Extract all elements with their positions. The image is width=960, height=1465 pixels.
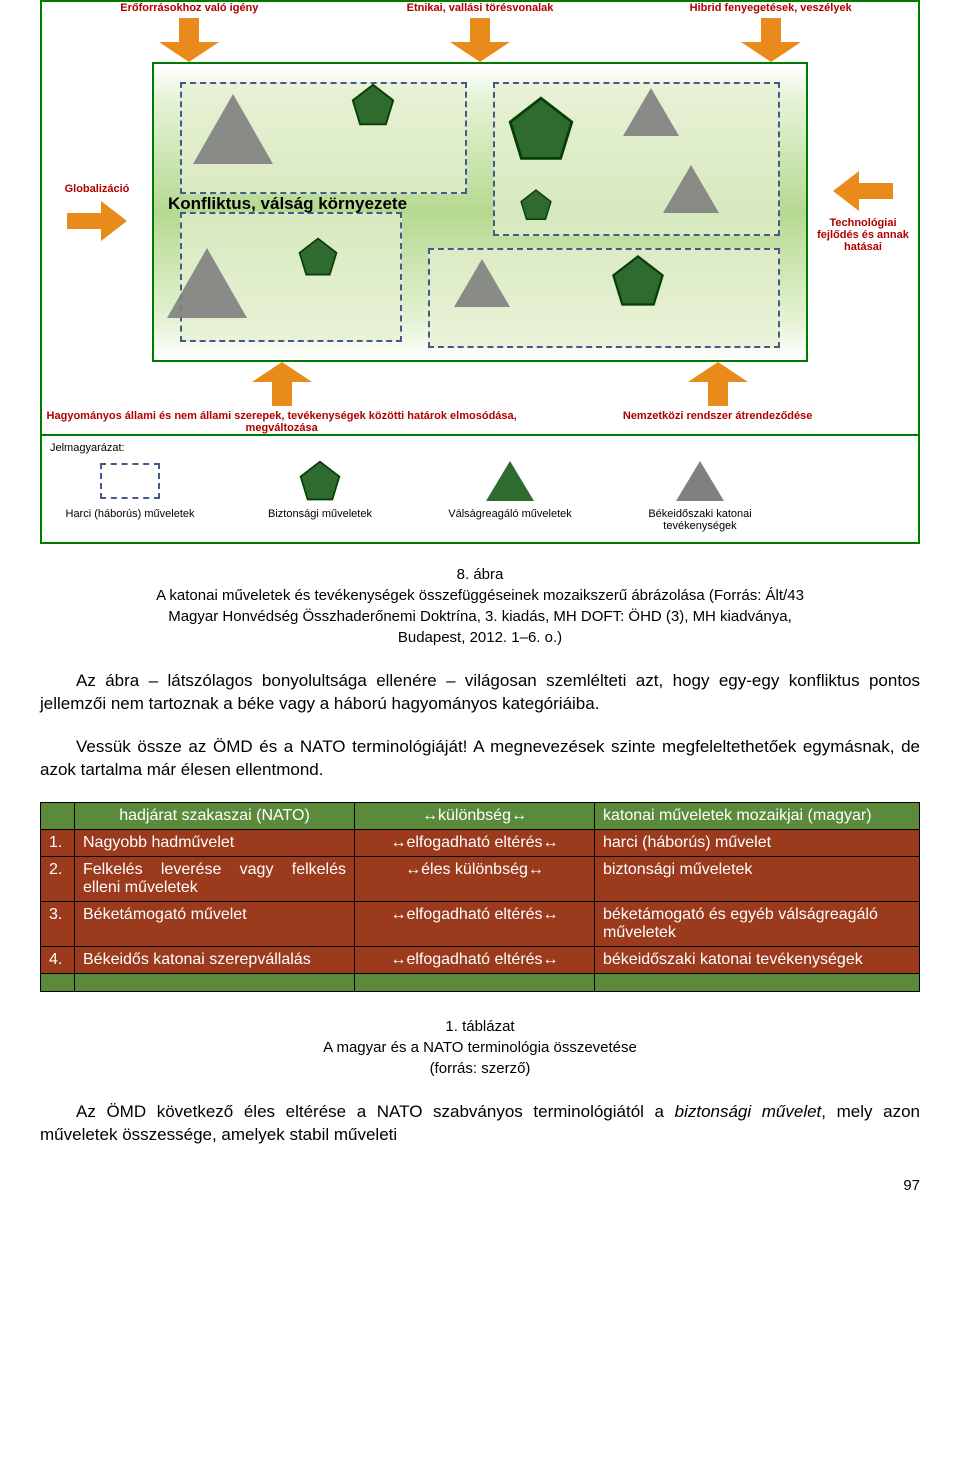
- table-caption-1: 1. táblázat A magyar és a NATO terminoló…: [40, 1016, 920, 1079]
- table-cell: béketámogató és egyéb válságreagáló műve…: [595, 901, 920, 946]
- table-cell: Nagyobb hadművelet: [75, 829, 355, 856]
- body-paragraph-1: Az ábra – látszólagos bonyolultsága elle…: [40, 670, 920, 716]
- terminology-table: hadjárat szakaszai (NATO) ↔különbség↔ ka…: [40, 802, 920, 992]
- triangle-shape: [663, 165, 719, 213]
- caption-line: 1. táblázat: [40, 1016, 920, 1037]
- right-arrow-icon: [67, 201, 127, 241]
- diagram-legend: Jelmagyarázat: Harci (háborús) műveletek…: [42, 434, 918, 542]
- top-arrow-3: Hibrid fenyegetések, veszélyek: [627, 2, 914, 62]
- table-cell: békeidőszaki katonai tevékenységek: [595, 946, 920, 973]
- legend-item-peacetime: Békeidőszaki katonai tevékenységek: [620, 458, 780, 532]
- pentagon-shape: [610, 253, 666, 313]
- para1-text: Az ábra – látszólagos bonyolultsága elle…: [40, 671, 920, 713]
- table-cell: 1.: [41, 829, 75, 856]
- legend-label: Békeidőszaki katonai tevékenységek: [620, 508, 780, 532]
- table-footer-cell: [355, 973, 595, 991]
- caption-line: 8. ábra: [40, 564, 920, 585]
- bottom-arrow-1: Hagyományos állami és nem állami szerepe…: [46, 362, 517, 434]
- legend-label: Harci (háborús) műveletek: [66, 508, 195, 520]
- table-cell: ↔elfogadható eltérés↔: [355, 829, 595, 856]
- legend-item-combat: Harci (háborús) műveletek: [50, 458, 210, 520]
- legend-item-security: Biztonsági műveletek: [240, 458, 400, 520]
- up-arrow-icon: [688, 362, 748, 406]
- table-header-cell: hadjárat szakaszai (NATO): [75, 802, 355, 829]
- table-header-cell: katonai műveletek mozaikjai (magyar): [595, 802, 920, 829]
- top-arrow-1-label: Erőforrásokhoz való igény: [120, 2, 258, 14]
- caption-line: Budapest, 2012. 1–6. o.): [40, 627, 920, 648]
- diagram-bottom-arrows: Hagyományos állami és nem állami szerepe…: [42, 362, 918, 434]
- caption-line: Magyar Honvédség Összhaderőnemi Doktrína…: [40, 606, 920, 627]
- right-label-text: Technológiai fejlődés és annak hatásai: [808, 217, 918, 253]
- left-arrow-icon: [833, 171, 893, 211]
- figure-caption-8: 8. ábra A katonai műveletek és tevékenys…: [40, 564, 920, 648]
- caption-line: A katonai műveletek és tevékenységek öss…: [40, 585, 920, 606]
- body-paragraph-3: Az ÖMD következő éles eltérése a NATO sz…: [40, 1101, 920, 1147]
- down-arrow-icon: [450, 18, 510, 62]
- table-footer-row: [41, 973, 920, 991]
- pentagon-shape: [350, 82, 396, 132]
- down-arrow-icon: [741, 18, 801, 62]
- table-cell: 2.: [41, 856, 75, 901]
- table-cell: harci (háborús) művelet: [595, 829, 920, 856]
- body-paragraph-2: Vessük össze az ÖMD és a NATO terminológ…: [40, 736, 920, 782]
- triangle-shape: [193, 94, 273, 164]
- table-cell: 4.: [41, 946, 75, 973]
- para2-text: Vessük össze az ÖMD és a NATO terminológ…: [40, 737, 920, 779]
- scene-title: Konfliktus, válság környezete: [168, 194, 407, 214]
- mosaic-diagram: Erőforrásokhoz való igény Etnikai, vallá…: [40, 0, 920, 544]
- table-cell: biztonsági műveletek: [595, 856, 920, 901]
- triangle-shape: [623, 88, 679, 136]
- triangle-icon: [486, 461, 534, 501]
- table-header-row: hadjárat szakaszai (NATO) ↔különbség↔ ka…: [41, 802, 920, 829]
- left-label-text: Globalizáció: [65, 183, 130, 195]
- legend-label: Válságreagáló műveletek: [448, 508, 572, 520]
- table-header-cell: ↔különbség↔: [355, 802, 595, 829]
- bottom-arrow-2-label: Nemzetközi rendszer átrendeződése: [623, 410, 813, 422]
- down-arrow-icon: [159, 18, 219, 62]
- table-cell: Békeidős katonai szerepvállalás: [75, 946, 355, 973]
- triangle-icon: [676, 461, 724, 501]
- table-row: 4. Békeidős katonai szerepvállalás ↔elfo…: [41, 946, 920, 973]
- table-cell: ↔elfogadható eltérés↔: [355, 946, 595, 973]
- para3-prefix: Az ÖMD következő éles eltérése a NATO sz…: [76, 1102, 675, 1121]
- dashed-box-icon: [100, 463, 160, 499]
- legend-item-crisis: Válságreagáló műveletek: [430, 458, 590, 520]
- up-arrow-icon: [252, 362, 312, 406]
- table-row: 1. Nagyobb hadművelet ↔elfogadható eltér…: [41, 829, 920, 856]
- top-arrow-1: Erőforrásokhoz való igény: [46, 2, 333, 62]
- diagram-scene: Konfliktus, válság környezete: [152, 62, 808, 362]
- table-header-cell: [41, 802, 75, 829]
- top-arrow-2: Etnikai, vallási törésvonalak: [337, 2, 624, 62]
- left-side-label: Globalizáció: [42, 62, 152, 362]
- page-number: 97: [40, 1177, 920, 1194]
- pentagon-icon: [298, 458, 342, 504]
- table-cell: Béketámogató művelet: [75, 901, 355, 946]
- table-cell: ↔elfogadható eltérés↔: [355, 901, 595, 946]
- diagram-top-arrows: Erőforrásokhoz való igény Etnikai, vallá…: [42, 2, 918, 62]
- table-cell: 3.: [41, 901, 75, 946]
- top-arrow-3-label: Hibrid fenyegetések, veszélyek: [690, 2, 852, 14]
- bottom-arrow-2: Nemzetközi rendszer átrendeződése: [521, 362, 914, 434]
- pentagon-shape: [519, 188, 553, 226]
- bottom-arrow-1-label: Hagyományos állami és nem állami szerepe…: [47, 410, 517, 434]
- table-footer-cell: [75, 973, 355, 991]
- diagram-middle: Globalizáció: [42, 62, 918, 362]
- legend-label: Biztonsági műveletek: [268, 508, 372, 520]
- para3-italic: biztonsági művelet: [675, 1102, 822, 1121]
- pentagon-shape: [506, 94, 576, 168]
- triangle-shape: [167, 248, 247, 318]
- table-footer-cell: [41, 973, 75, 991]
- table-cell: ↔éles különbség↔: [355, 856, 595, 901]
- caption-line: A magyar és a NATO terminológia összevet…: [40, 1037, 920, 1058]
- table-footer-cell: [595, 973, 920, 991]
- table-row: 2. Felkelés leverése vagy felkelés ellen…: [41, 856, 920, 901]
- pentagon-shape: [297, 236, 339, 282]
- caption-line: (forrás: szerző): [40, 1058, 920, 1079]
- triangle-shape: [454, 259, 510, 307]
- legend-title: Jelmagyarázat:: [50, 442, 910, 454]
- right-side-label: Technológiai fejlődés és annak hatásai: [808, 62, 918, 362]
- table-cell: Felkelés leverése vagy felkelés elleni m…: [75, 856, 355, 901]
- table-row: 3. Béketámogató művelet ↔elfogadható elt…: [41, 901, 920, 946]
- top-arrow-2-label: Etnikai, vallási törésvonalak: [407, 2, 554, 14]
